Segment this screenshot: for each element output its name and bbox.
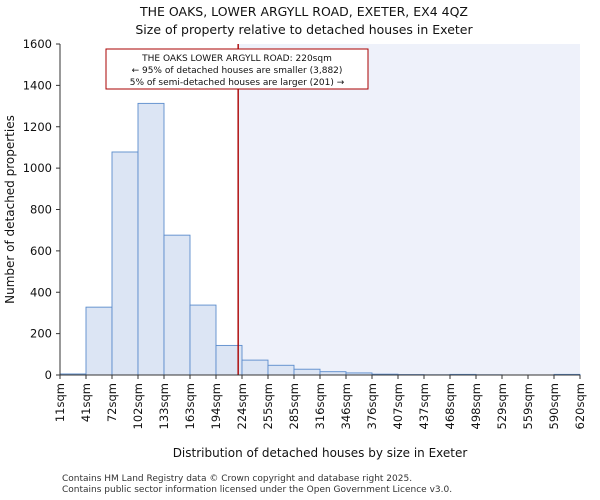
larger-property-region — [238, 44, 580, 375]
x-tick-label: 194sqm — [209, 383, 223, 429]
x-tick-label: 590sqm — [547, 383, 561, 429]
x-tick-label: 407sqm — [391, 383, 405, 429]
y-tick-label: 1200 — [23, 120, 52, 134]
annotation-line-3: 5% of semi-detached houses are larger (2… — [130, 78, 345, 88]
x-axis-label: Distribution of detached houses by size … — [173, 446, 468, 460]
x-tick-label: 437sqm — [417, 383, 431, 429]
x-tick-label: 346sqm — [339, 383, 353, 429]
bar-285sqm — [293, 368, 321, 376]
x-tick-label: 285sqm — [287, 383, 301, 429]
y-tick-label: 600 — [30, 244, 52, 258]
y-tick-label: 1400 — [23, 78, 52, 92]
footer-licence: Contains public sector information licen… — [62, 485, 453, 495]
property-annotation: THE OAKS LOWER ARGYLL ROAD: 220sqm ← 95%… — [105, 48, 369, 90]
y-tick-label: 400 — [30, 285, 52, 299]
x-tick-label: 255sqm — [261, 383, 275, 429]
footer-copyright: Contains HM Land Registry data © Crown c… — [62, 474, 413, 484]
x-tick-label: 41sqm — [79, 383, 93, 422]
y-tick-label: 1600 — [23, 37, 52, 51]
y-tick-label: 0 — [45, 368, 52, 382]
y-axis-label: Number of detached properties — [3, 115, 17, 304]
x-tick-label: 468sqm — [443, 383, 457, 429]
x-tick-label: 498sqm — [469, 383, 483, 429]
x-tick-label: 316sqm — [313, 383, 327, 429]
bar-41sqm — [85, 306, 113, 376]
x-tick-label: 559sqm — [521, 383, 535, 429]
bar-102sqm — [137, 102, 165, 376]
bar-224sqm — [241, 359, 269, 376]
y-tick-label: 200 — [30, 327, 52, 341]
x-tick-label: 620sqm — [573, 383, 587, 429]
y-tick-label: 1000 — [23, 161, 52, 175]
chart-subtitle: Size of property relative to detached ho… — [135, 22, 473, 37]
x-tick-label: 376sqm — [365, 383, 379, 429]
x-tick-label: 224sqm — [235, 383, 249, 429]
x-tick-label: 72sqm — [105, 383, 119, 422]
bar-255sqm — [267, 364, 295, 376]
y-tick-label: 800 — [30, 203, 52, 217]
x-tick-label: 11sqm — [53, 383, 67, 422]
annotation-box — [105, 48, 369, 90]
x-tick-label: 102sqm — [131, 383, 145, 429]
chart-title: THE OAKS, LOWER ARGYLL ROAD, EXETER, EX4… — [139, 4, 468, 19]
x-tick-label: 163sqm — [183, 383, 197, 429]
x-tick-label: 133sqm — [157, 383, 171, 429]
bar-133sqm — [163, 234, 191, 376]
annotation-line-1: THE OAKS LOWER ARGYLL ROAD: 220sqm — [141, 54, 332, 64]
bar-163sqm — [189, 304, 217, 376]
x-tick-label: 529sqm — [495, 383, 509, 429]
bar-72sqm — [111, 151, 139, 376]
annotation-line-2: ← 95% of detached houses are smaller (3,… — [132, 66, 343, 76]
